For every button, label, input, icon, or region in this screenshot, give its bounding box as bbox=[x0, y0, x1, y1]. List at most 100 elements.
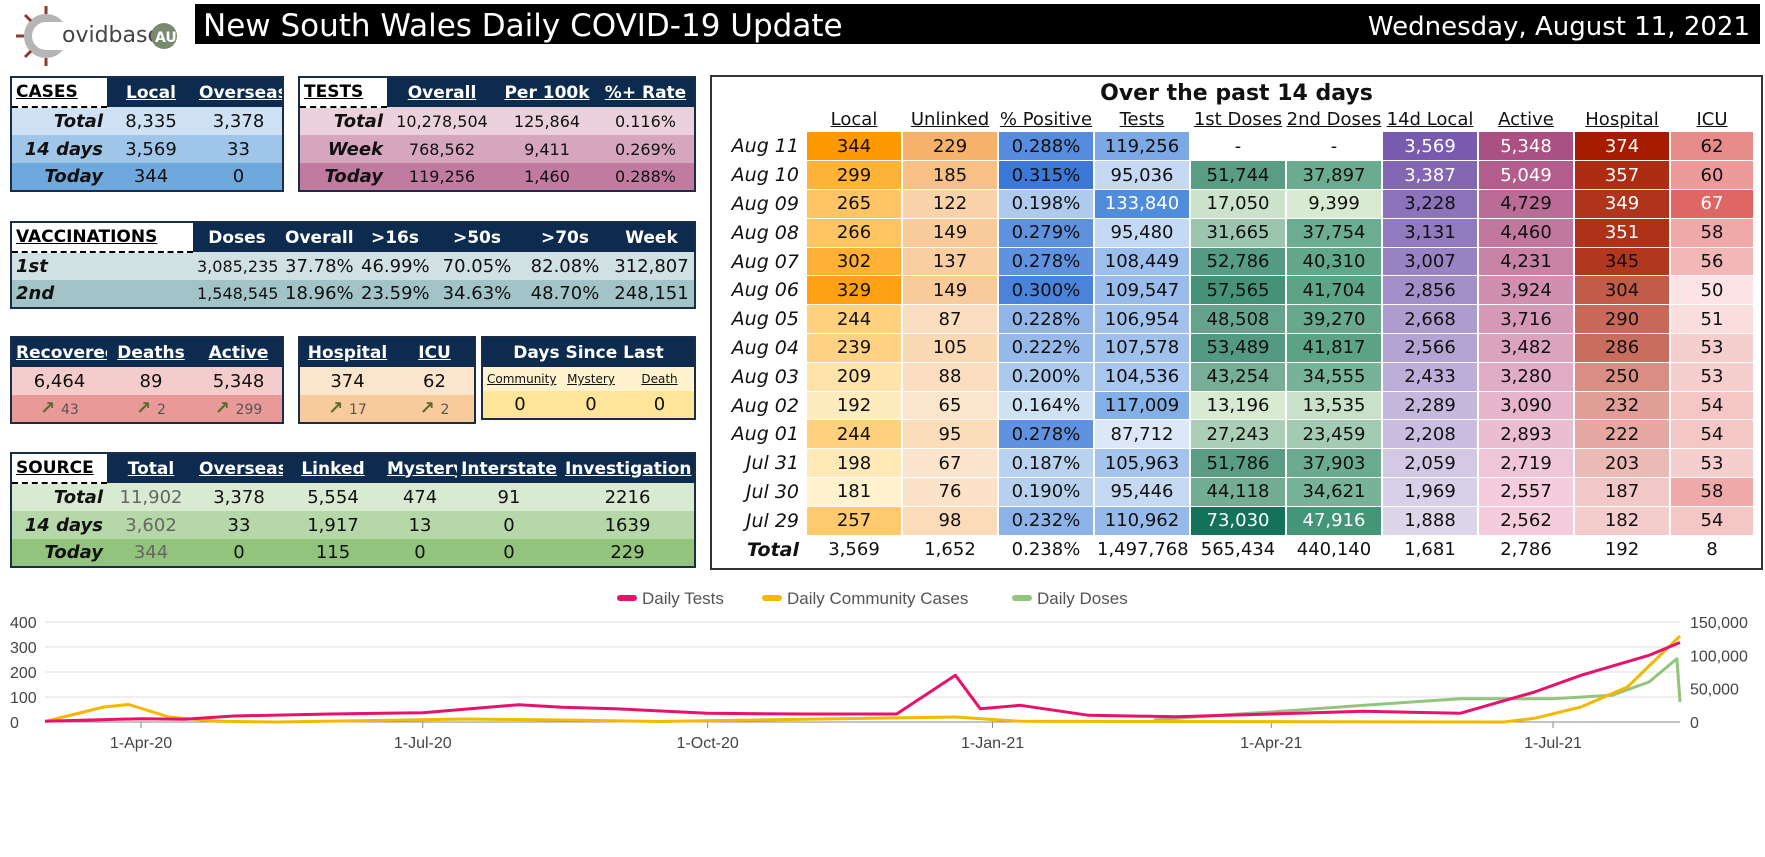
day-row: Aug 11 344 229 0.288% 119,256- -3,569 5,348 374… bbox=[720, 132, 1755, 162]
cell: 5,554 bbox=[307, 486, 359, 508]
day-cell: 52,786 bbox=[1190, 247, 1287, 277]
day-cell: 2,893 bbox=[1478, 419, 1575, 450]
day-cell: 9,399 bbox=[1286, 189, 1383, 219]
cell: 37.78% bbox=[285, 255, 354, 277]
cell: 119,256 bbox=[408, 167, 476, 186]
day-cell: 39,270 bbox=[1286, 304, 1383, 335]
cell: 3,602 bbox=[125, 514, 177, 536]
source-label: SOURCE bbox=[11, 453, 107, 484]
day-label: Aug 11 bbox=[720, 132, 807, 162]
day-cell: 229 bbox=[902, 132, 999, 162]
hospital-value: 374 bbox=[330, 370, 365, 392]
row-label: Today bbox=[44, 542, 103, 563]
col-per100k: Per 100k bbox=[497, 77, 597, 107]
deaths-value: 89 bbox=[139, 370, 163, 392]
day-row: Aug 05 244 87 0.228% 106,954 48,508 39,270 2,66… bbox=[720, 304, 1755, 335]
cell: 10,278,504 bbox=[396, 111, 488, 131]
cell: 3,378 bbox=[212, 110, 265, 132]
day-label: Jul 30 bbox=[720, 477, 807, 507]
col-70s: >70s bbox=[521, 222, 609, 252]
row-label: 14 days bbox=[24, 514, 103, 536]
col-recovered: Recovered bbox=[11, 337, 107, 367]
day-cell: 2,557 bbox=[1478, 477, 1575, 507]
day-row: Jul 31 198 67 0.187% 105,963 51,786 37,903 2,05… bbox=[720, 448, 1755, 479]
y-left-tick: 0 bbox=[10, 715, 19, 732]
day-cell: 53 bbox=[1670, 333, 1755, 363]
deaths-delta: ↗ 2 bbox=[136, 398, 166, 419]
past-14-days-title: Over the past 14 days bbox=[1100, 81, 1373, 106]
day-cell: 257 bbox=[806, 506, 903, 536]
day-label: Aug 02 bbox=[720, 391, 807, 421]
cell: 0 bbox=[233, 542, 245, 563]
cell: 474 bbox=[402, 486, 438, 508]
day-cell: 76 bbox=[902, 477, 999, 507]
day-cell: 0.278% bbox=[998, 419, 1095, 450]
day-cell: 0.200% bbox=[998, 362, 1095, 392]
cases-label: CASES bbox=[11, 77, 107, 108]
day-cell: 0.228% bbox=[998, 304, 1095, 335]
hospital-table: Hospital ICU 374 62 ↗ 17 ↗ 2 bbox=[298, 336, 476, 424]
cell: 3,569 bbox=[125, 138, 177, 160]
day-cell: 344 bbox=[806, 132, 903, 162]
cell: 91 bbox=[497, 486, 521, 508]
day-cell: 31,665 bbox=[1190, 218, 1287, 248]
col-death: Death bbox=[641, 372, 678, 386]
legend-label: Daily Doses bbox=[1037, 589, 1128, 608]
report-date: Wednesday, August 11, 2021 bbox=[1367, 12, 1750, 42]
day-cell: 2,856 bbox=[1382, 275, 1479, 306]
row-label: Week bbox=[327, 138, 383, 160]
day-cell: 345 bbox=[1574, 247, 1671, 277]
col-rate: %+ Rate bbox=[597, 77, 695, 107]
day-cell: 43,254 bbox=[1190, 362, 1287, 392]
day-cell: 198 bbox=[806, 448, 903, 479]
x-tick-label: 1-Jul-21 bbox=[1524, 735, 1582, 752]
day-cell: 1,969 bbox=[1382, 477, 1479, 507]
cell: 768,562 bbox=[408, 139, 476, 159]
page-title: New South Wales Daily COVID-19 Update bbox=[203, 8, 843, 44]
day-cell: 4,460 bbox=[1478, 218, 1575, 248]
cell: 125,864 bbox=[513, 111, 581, 131]
total-cell: 192 bbox=[1574, 535, 1671, 565]
day-cell: 34,621 bbox=[1286, 477, 1383, 507]
active-value: 5,348 bbox=[212, 370, 265, 392]
day-cell: 37,897 bbox=[1286, 160, 1383, 191]
logo-badge: AU bbox=[155, 30, 177, 46]
outcomes-table: Recovered Deaths Active 6,464 89 5,348 ↗ 43 … bbox=[10, 336, 284, 424]
day-cell: 2,433 bbox=[1382, 362, 1479, 392]
cell: 312,807 bbox=[614, 255, 689, 277]
day-cell: 149 bbox=[902, 275, 999, 306]
day-cell: 122 bbox=[902, 189, 999, 219]
day-cell: 95 bbox=[902, 419, 999, 450]
day-label: Aug 03 bbox=[720, 362, 807, 392]
day-label: Jul 29 bbox=[720, 506, 807, 536]
day-cell: 119,256 bbox=[1094, 132, 1191, 162]
col-mystery: Mystery bbox=[383, 453, 457, 483]
trend-up-icon: ↗ bbox=[419, 398, 435, 419]
day-cell: 88 bbox=[902, 362, 999, 392]
col-header: % Positive bbox=[999, 108, 1093, 130]
day-cell: 374 bbox=[1574, 132, 1671, 162]
cell: 0 bbox=[503, 514, 515, 536]
day-cell: 0.190% bbox=[998, 477, 1095, 507]
day-row: Jul 29 257 98 0.232% 110,962 73,030 47,916 1,88… bbox=[720, 506, 1755, 536]
cell: 70.05% bbox=[442, 255, 512, 277]
day-cell: 2,289 bbox=[1382, 391, 1479, 421]
total-cell: 440,140 bbox=[1286, 535, 1383, 565]
vaccinations-label: VACCINATIONS bbox=[11, 222, 193, 253]
day-cell: 41,817 bbox=[1286, 333, 1383, 363]
day-cell: 2,566 bbox=[1382, 333, 1479, 363]
col-header: ICU bbox=[1696, 108, 1728, 130]
y-left-tick: 300 bbox=[10, 640, 37, 657]
cell: 1,548,545 bbox=[197, 284, 279, 303]
day-cell: 232 bbox=[1574, 391, 1671, 421]
logo-text: ovidbase bbox=[62, 23, 161, 48]
day-label: Aug 10 bbox=[720, 160, 807, 191]
day-cell: 87 bbox=[902, 304, 999, 335]
total-cell: 2,786 bbox=[1478, 535, 1575, 565]
day-cell: 0.288% bbox=[998, 132, 1095, 162]
day-cell: 44,118 bbox=[1190, 477, 1287, 507]
col-doses: Doses bbox=[193, 222, 281, 252]
day-label: Jul 31 bbox=[720, 448, 807, 479]
y-left-tick: 200 bbox=[10, 665, 37, 682]
day-cell: 98 bbox=[902, 506, 999, 536]
